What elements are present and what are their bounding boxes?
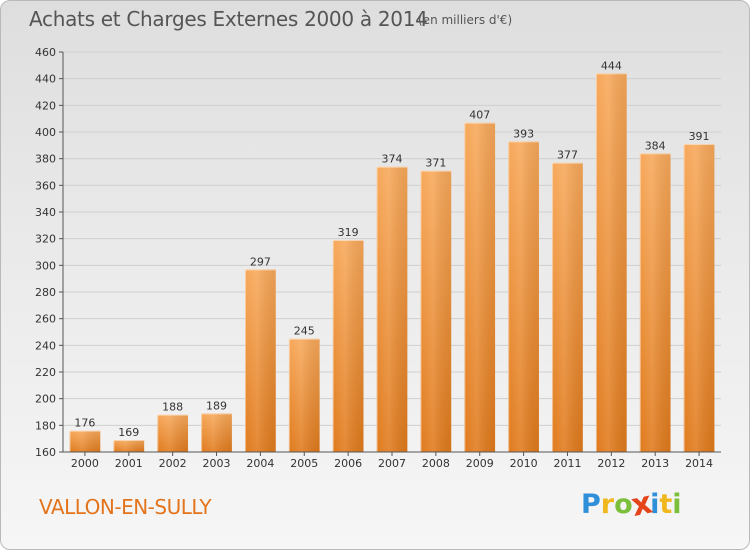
y-tick-label: 180	[35, 419, 56, 432]
proxiti-logo: Proxiti	[581, 485, 682, 524]
data-label: 371	[425, 157, 446, 170]
bar-shine	[245, 269, 276, 452]
data-label: 297	[250, 255, 271, 268]
y-tick-label: 240	[35, 339, 56, 352]
data-label: 176	[74, 417, 95, 430]
data-label: 188	[162, 401, 183, 414]
place-name: VALLON-EN-SULLY	[39, 495, 212, 519]
data-label: 377	[557, 149, 578, 162]
x-tick-label: 2007	[378, 457, 406, 470]
data-label: 393	[513, 127, 534, 140]
y-tick-label: 220	[35, 366, 56, 379]
y-tick-label: 420	[35, 99, 56, 112]
bar-shine	[639, 153, 671, 453]
logo-letter: P	[581, 489, 601, 520]
y-tick-label: 280	[35, 286, 56, 299]
y-tick-label: 460	[35, 46, 56, 59]
x-tick-label: 2008	[422, 457, 450, 470]
bar-shine	[376, 166, 408, 452]
y-tick-label: 340	[35, 206, 56, 219]
data-label: 391	[689, 130, 710, 143]
labels: 176 169 188 189 297 245 319 374 371 407 393 377 444 3…	[74, 59, 709, 439]
x-tick-label: 2010	[510, 457, 538, 470]
bar-shine	[595, 73, 627, 452]
bar-shine	[464, 122, 496, 453]
x-tick-label: 2012	[597, 457, 625, 470]
data-label: 374	[382, 153, 403, 166]
bar-shine	[113, 440, 145, 452]
y-tick-label: 300	[35, 259, 56, 272]
bar-shine	[201, 413, 232, 452]
data-label: 444	[601, 59, 622, 72]
bar-shine	[420, 170, 452, 452]
y-tick-label: 440	[35, 73, 56, 86]
y-tick-label: 160	[35, 446, 56, 459]
x-tick-label: 2004	[246, 457, 274, 470]
y-tick-label: 380	[35, 153, 56, 166]
data-label: 189	[206, 399, 227, 412]
x-tick-label: 2000	[71, 457, 99, 470]
y-tick-label: 200	[35, 393, 56, 406]
bar-shine	[69, 430, 101, 452]
bar-shine	[508, 141, 539, 453]
bar-shine	[332, 240, 364, 452]
bar-shine	[552, 162, 583, 452]
x-tick-label: 2001	[115, 457, 143, 470]
x-tick-label: 2014	[685, 457, 713, 470]
x-tick-label: 2003	[203, 457, 231, 470]
y-tick-label: 360	[35, 179, 56, 192]
x-tick-label: 2005	[290, 457, 318, 470]
bars	[69, 73, 715, 453]
data-label: 384	[645, 139, 666, 152]
y-tick-label: 320	[35, 233, 56, 246]
chart-subtitle: (en milliers d'€)	[418, 13, 513, 27]
bar-shine	[288, 338, 320, 452]
data-label: 245	[294, 325, 315, 338]
data-label: 169	[118, 426, 139, 439]
x-tick-label: 2009	[466, 457, 494, 470]
bar-shine	[157, 414, 189, 452]
y-tick-label: 260	[35, 313, 56, 326]
logo-letter: r	[600, 489, 615, 520]
y-tick-label: 400	[35, 126, 56, 139]
bar-shine	[683, 144, 715, 452]
x-tick-label: 2013	[641, 457, 669, 470]
data-label: 319	[338, 226, 359, 239]
chart-title: Achats et Charges Externes 2000 à 2014	[29, 7, 428, 31]
data-label: 407	[469, 109, 490, 122]
x-tick-label: 2006	[334, 457, 362, 470]
x-tick-label: 2002	[159, 457, 187, 470]
logo-letter: t	[659, 489, 673, 520]
logo-letter: i	[672, 489, 682, 520]
logo-letter: o	[614, 489, 633, 520]
logo-letter: i	[650, 489, 660, 520]
axes: 160 180 200 220 240 260 280 300 320 340 360 380 400 4…	[35, 46, 721, 470]
x-tick-label: 2011	[553, 457, 581, 470]
